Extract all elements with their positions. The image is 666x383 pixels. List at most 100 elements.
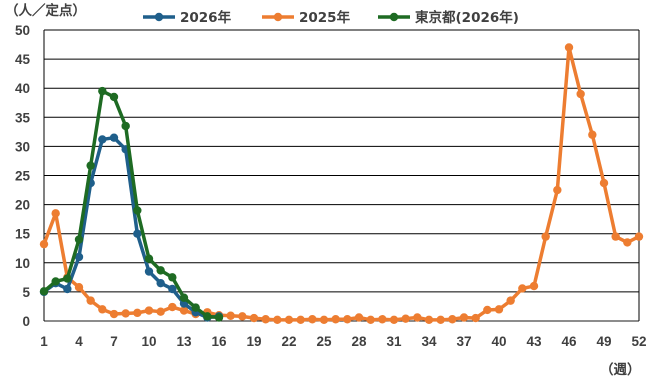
y-tick-label: 35 bbox=[15, 110, 31, 125]
data-point bbox=[179, 306, 189, 315]
data-point bbox=[494, 305, 504, 314]
data-point bbox=[98, 86, 107, 96]
y-tick-label: 40 bbox=[15, 81, 30, 96]
data-point bbox=[74, 252, 84, 262]
legend-label: 東京都(2026年) bbox=[415, 9, 519, 26]
data-point bbox=[98, 305, 107, 314]
data-point bbox=[156, 278, 165, 288]
legend-swatch-marker bbox=[273, 12, 283, 22]
x-tick-label: 4 bbox=[75, 334, 83, 349]
x-tick-label: 25 bbox=[316, 334, 332, 349]
x-tick-label: 1 bbox=[40, 334, 48, 349]
x-tick-label: 43 bbox=[526, 334, 542, 349]
data-point bbox=[401, 314, 410, 323]
data-point bbox=[424, 315, 434, 325]
data-point bbox=[413, 313, 422, 322]
data-point bbox=[541, 232, 550, 241]
data-point bbox=[343, 315, 352, 324]
data-point bbox=[448, 315, 457, 324]
series-2 bbox=[39, 86, 224, 322]
x-tick-label: 40 bbox=[491, 334, 506, 349]
data-point bbox=[436, 315, 445, 325]
data-point bbox=[319, 315, 329, 325]
data-point bbox=[133, 308, 142, 318]
data-point bbox=[86, 161, 95, 170]
data-point bbox=[553, 185, 562, 195]
y-tick-label: 0 bbox=[22, 314, 30, 329]
y-tick-label: 50 bbox=[15, 23, 30, 38]
data-point bbox=[121, 121, 130, 131]
data-point bbox=[168, 302, 177, 312]
y-tick-label: 20 bbox=[15, 198, 30, 213]
series-line bbox=[42, 135, 220, 320]
x-tick-label: 46 bbox=[561, 334, 577, 349]
data-point bbox=[86, 296, 95, 305]
series-layer bbox=[39, 43, 644, 325]
data-point bbox=[588, 130, 597, 139]
legend-item-2: 東京都(2026年) bbox=[378, 9, 519, 26]
x-tick-label: 10 bbox=[141, 334, 156, 349]
y-tick-label: 5 bbox=[22, 285, 30, 300]
x-tick-label: 13 bbox=[176, 334, 192, 349]
x-axis-unit-label: （週） bbox=[600, 362, 641, 378]
data-point bbox=[389, 315, 399, 325]
x-tick-label: 31 bbox=[386, 334, 402, 349]
data-point bbox=[599, 178, 609, 188]
x-tick-label: 49 bbox=[596, 334, 611, 349]
data-point bbox=[144, 254, 154, 263]
legend-label: 2025年 bbox=[299, 9, 351, 26]
data-point bbox=[63, 274, 72, 283]
data-point bbox=[518, 284, 527, 293]
data-point bbox=[109, 309, 119, 319]
y-tick-label: 25 bbox=[15, 169, 31, 184]
data-point bbox=[459, 313, 469, 322]
data-point bbox=[366, 315, 375, 325]
x-tick-label: 28 bbox=[351, 334, 367, 349]
data-point bbox=[471, 313, 480, 323]
data-point bbox=[39, 287, 49, 296]
data-point bbox=[308, 315, 317, 324]
data-point bbox=[506, 296, 515, 305]
data-point bbox=[214, 313, 224, 322]
data-point bbox=[133, 229, 142, 238]
data-point bbox=[156, 266, 165, 275]
x-tick-label: 7 bbox=[110, 334, 118, 349]
grid-lines bbox=[43, 29, 640, 322]
data-point bbox=[564, 43, 574, 52]
x-tick-label: 37 bbox=[456, 334, 471, 349]
y-tick-label: 15 bbox=[15, 227, 31, 242]
data-point bbox=[249, 313, 259, 323]
data-point bbox=[74, 235, 84, 244]
legend-item-0: 2026年 bbox=[143, 9, 232, 26]
y-axis-unit-label: （人／定点） bbox=[5, 2, 86, 19]
data-point bbox=[226, 311, 235, 320]
x-tick-label: 19 bbox=[246, 334, 261, 349]
series-line bbox=[42, 89, 220, 320]
legend-swatch-marker bbox=[389, 12, 399, 22]
data-point bbox=[156, 307, 165, 316]
data-point bbox=[331, 315, 340, 324]
data-point bbox=[179, 293, 189, 302]
data-point bbox=[191, 303, 200, 312]
x-axis-tick-labels: 1 4 7 10 13 16 19 22 25 28 31 34 37 40 43 46 49 52 bbox=[40, 334, 646, 349]
data-point bbox=[98, 135, 107, 144]
data-point bbox=[354, 313, 364, 322]
data-point bbox=[634, 232, 644, 241]
data-point bbox=[51, 277, 60, 286]
data-point bbox=[623, 238, 632, 247]
data-point bbox=[109, 92, 119, 102]
data-point bbox=[296, 315, 305, 325]
data-point bbox=[121, 309, 130, 318]
data-point bbox=[63, 284, 72, 294]
data-point bbox=[39, 239, 49, 249]
data-point bbox=[483, 305, 492, 315]
legend: 2026年 2025年 東京都(2026年) bbox=[143, 9, 519, 26]
legend-swatch-marker bbox=[154, 12, 164, 22]
legend-label: 2026年 bbox=[180, 9, 232, 26]
data-point bbox=[168, 284, 177, 294]
data-point bbox=[238, 312, 247, 321]
x-tick-label: 52 bbox=[631, 334, 646, 349]
x-tick-label: 16 bbox=[211, 334, 227, 349]
data-point bbox=[203, 312, 212, 321]
